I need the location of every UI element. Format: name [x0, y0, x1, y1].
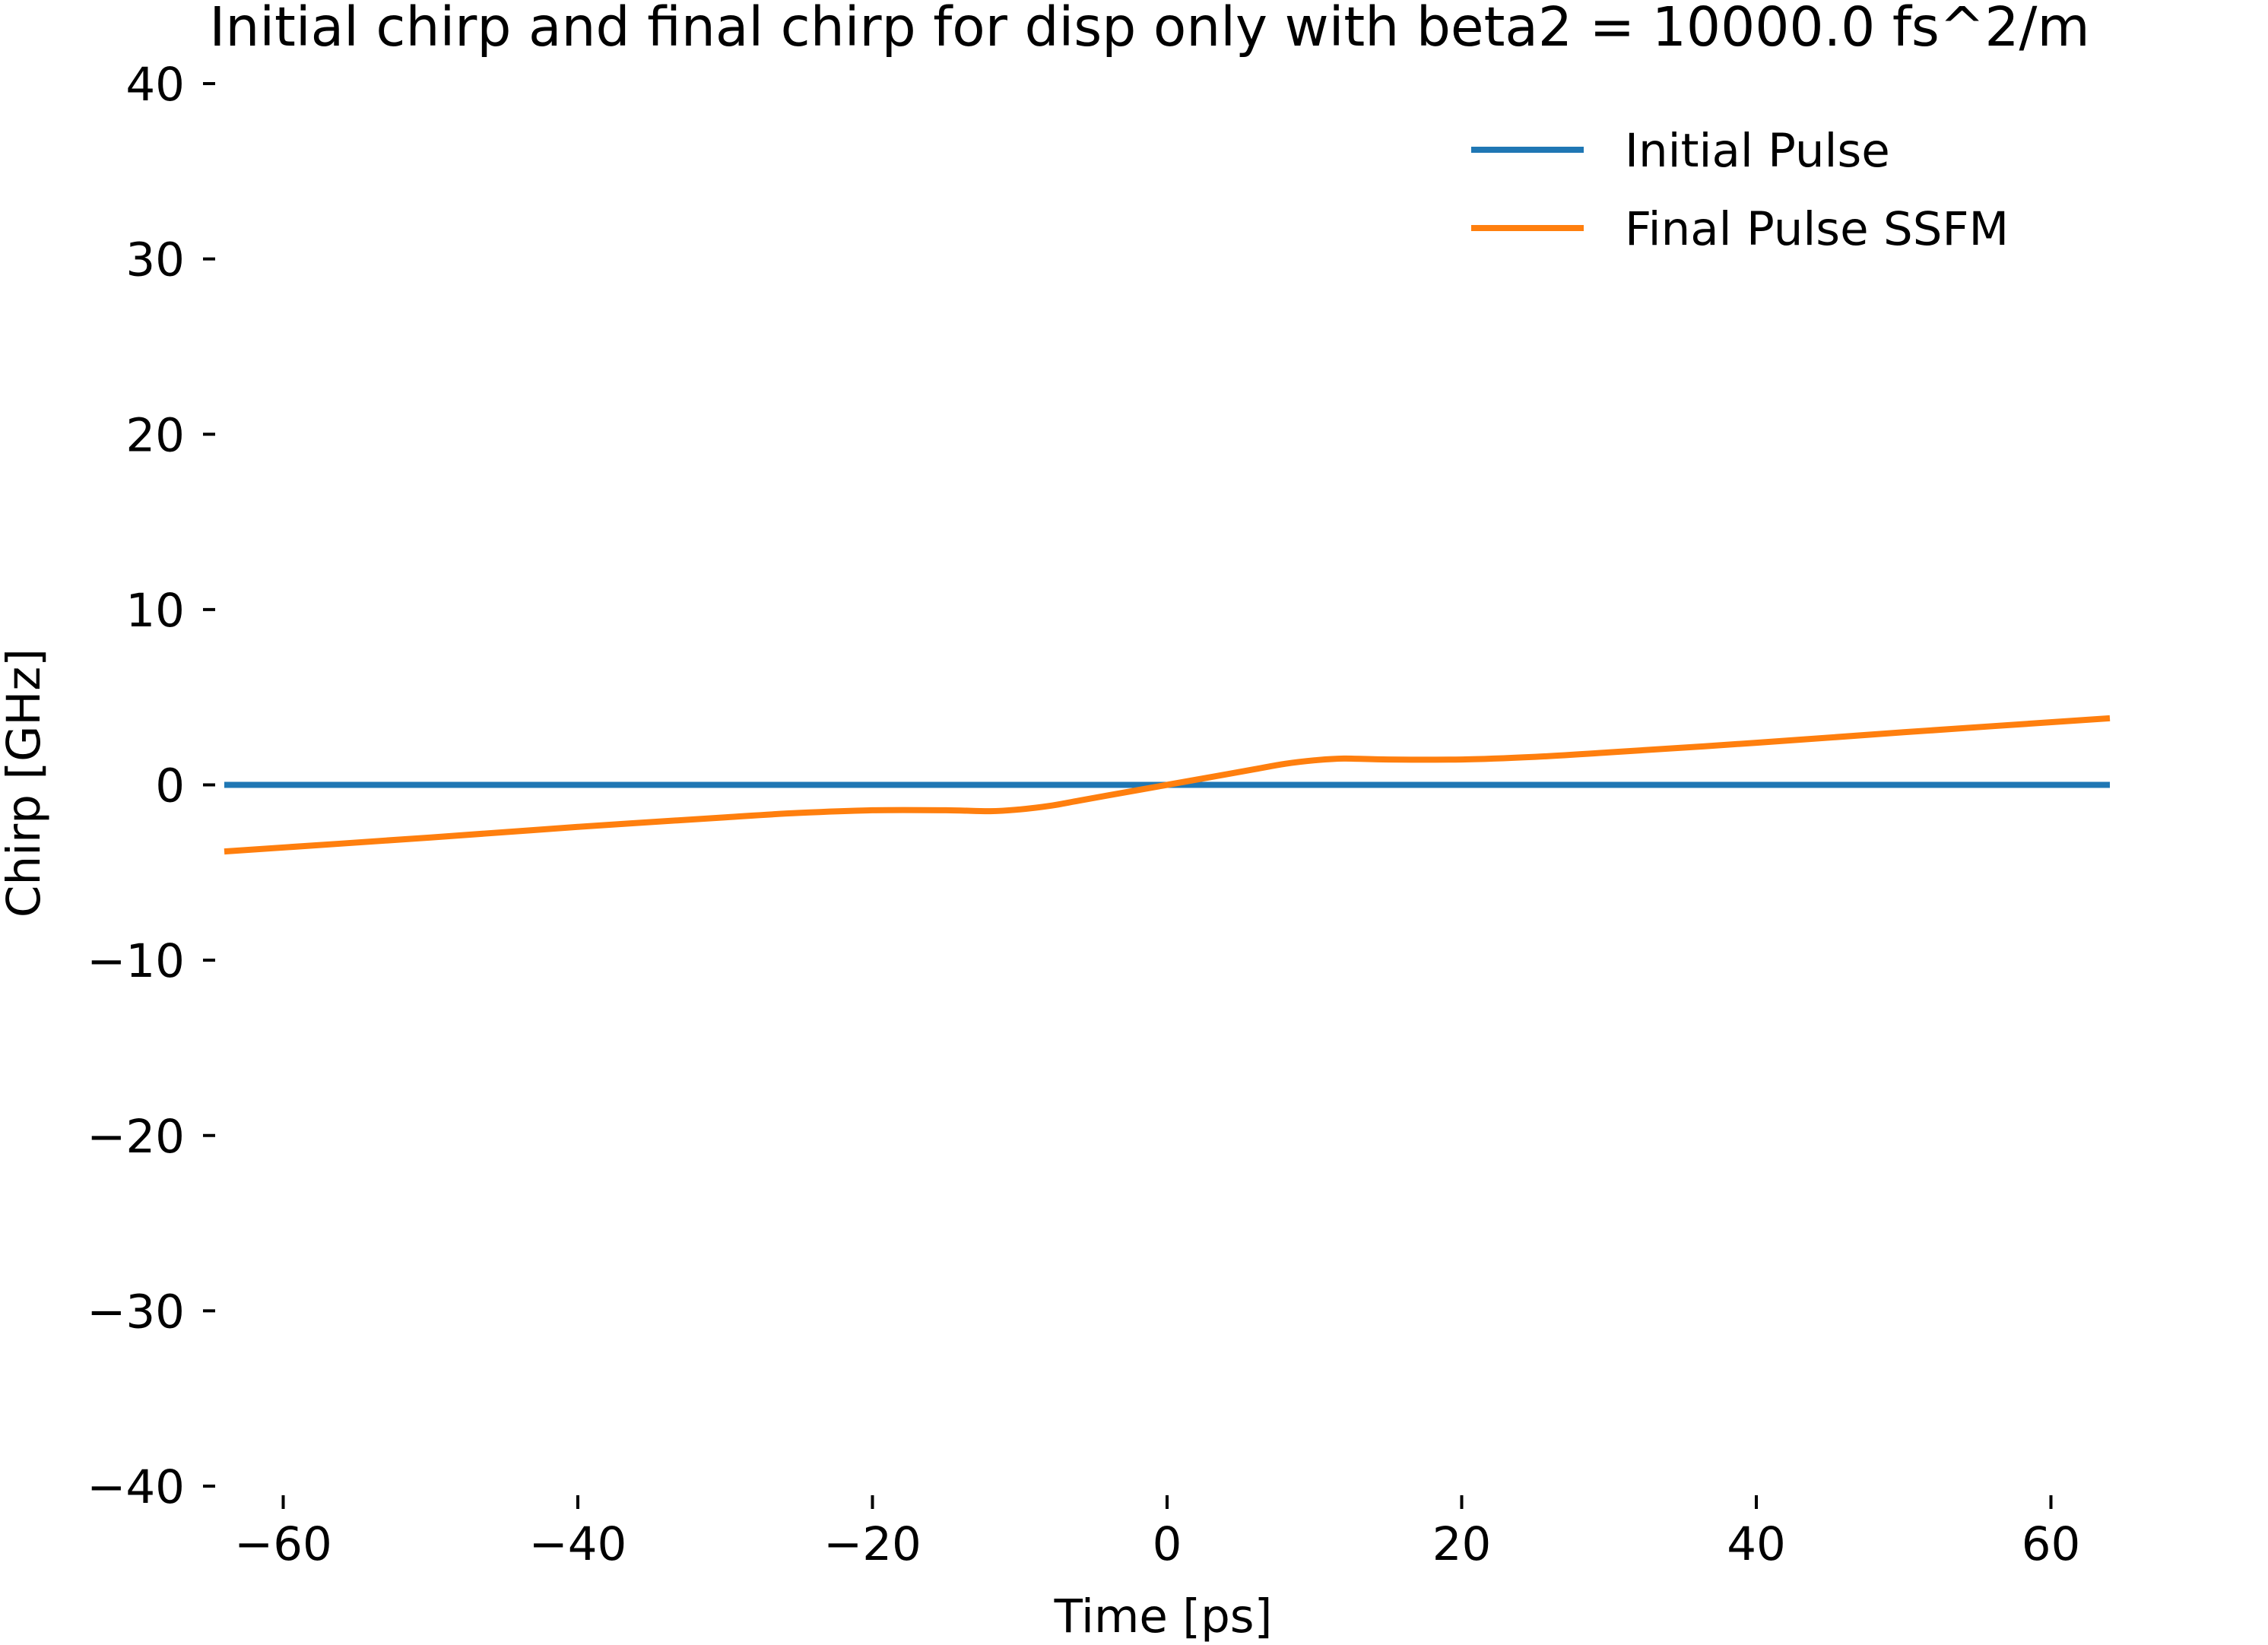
plot-area [224, 715, 2111, 855]
x-axis-ticks: −60 −40 −20 0 20 40 60 [234, 1495, 2080, 1571]
x-tick-label: −40 [529, 1517, 627, 1571]
legend-label: Final Pulse SSFM [1625, 202, 2009, 256]
chart-title: Initial chirp and final chirp for disp o… [209, 0, 2089, 59]
y-tick-label: −40 [87, 1460, 185, 1514]
y-axis-ticks: 40 30 20 10 0 −10 −20 −30 −40 [87, 58, 215, 1514]
y-tick-label: 30 [125, 233, 185, 287]
legend: Initial Pulse Final Pulse SSFM [1471, 124, 2009, 256]
y-tick-label: 0 [155, 759, 185, 813]
x-tick-label: 20 [1432, 1517, 1492, 1571]
x-tick-label: −20 [823, 1517, 921, 1571]
y-tick-label: −30 [87, 1285, 185, 1339]
x-axis-label: Time [ps] [1054, 1590, 1273, 1643]
y-axis-label: Chirp [GHz] [0, 648, 51, 918]
x-tick-label: 0 [1153, 1517, 1182, 1571]
y-tick-label: −10 [87, 934, 185, 988]
x-tick-label: −60 [234, 1517, 332, 1571]
y-tick-label: −20 [87, 1110, 185, 1164]
series-line-final-pulse-ssfm [224, 715, 2111, 855]
x-tick-label: 60 [2022, 1517, 2081, 1571]
x-tick-label: 40 [1727, 1517, 1786, 1571]
y-tick-label: 40 [125, 58, 185, 112]
y-tick-label: 20 [125, 408, 185, 462]
y-tick-label: 10 [125, 584, 185, 638]
legend-label: Initial Pulse [1625, 124, 1890, 178]
